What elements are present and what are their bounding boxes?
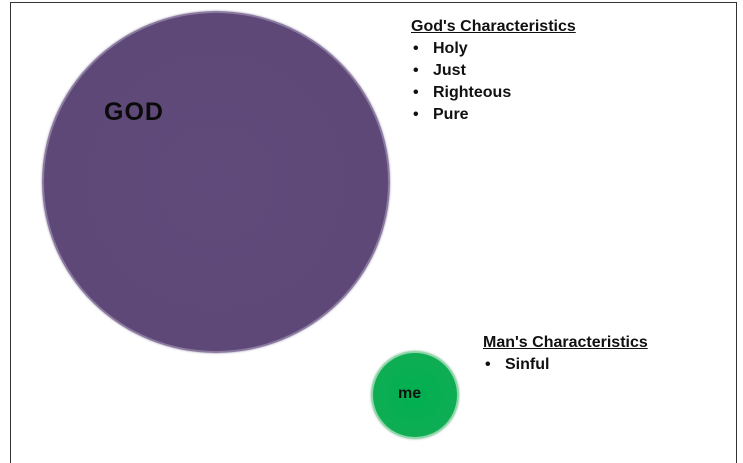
god-circle bbox=[42, 11, 390, 353]
god-characteristics-title: God's Characteristics bbox=[411, 18, 576, 35]
characteristic-label: Sinful bbox=[505, 356, 550, 373]
bullet-icon: • bbox=[413, 62, 419, 79]
me-circle bbox=[371, 351, 459, 439]
list-item: • Righteous bbox=[411, 82, 576, 104]
characteristic-label: Just bbox=[433, 62, 466, 79]
bullet-icon: • bbox=[413, 84, 419, 101]
man-characteristics-list: • Sinful bbox=[483, 354, 648, 376]
man-characteristics: Man's Characteristics • Sinful bbox=[483, 332, 648, 376]
god-characteristics: God's Characteristics • Holy • Just • Ri… bbox=[411, 16, 576, 126]
characteristic-label: Pure bbox=[433, 106, 469, 123]
bullet-icon: • bbox=[485, 356, 491, 373]
bullet-icon: • bbox=[413, 106, 419, 123]
me-label: me bbox=[398, 385, 422, 402]
god-label: GOD bbox=[104, 98, 164, 126]
list-item: • Just bbox=[411, 60, 576, 82]
list-item: • Sinful bbox=[483, 354, 648, 376]
list-item: • Holy bbox=[411, 38, 576, 60]
bullet-icon: • bbox=[413, 40, 419, 57]
characteristic-label: Righteous bbox=[433, 84, 512, 101]
god-characteristics-list: • Holy • Just • Righteous • Pure bbox=[411, 38, 576, 126]
list-item: • Pure bbox=[411, 104, 576, 126]
characteristic-label: Holy bbox=[433, 40, 468, 57]
man-characteristics-title: Man's Characteristics bbox=[483, 334, 648, 351]
